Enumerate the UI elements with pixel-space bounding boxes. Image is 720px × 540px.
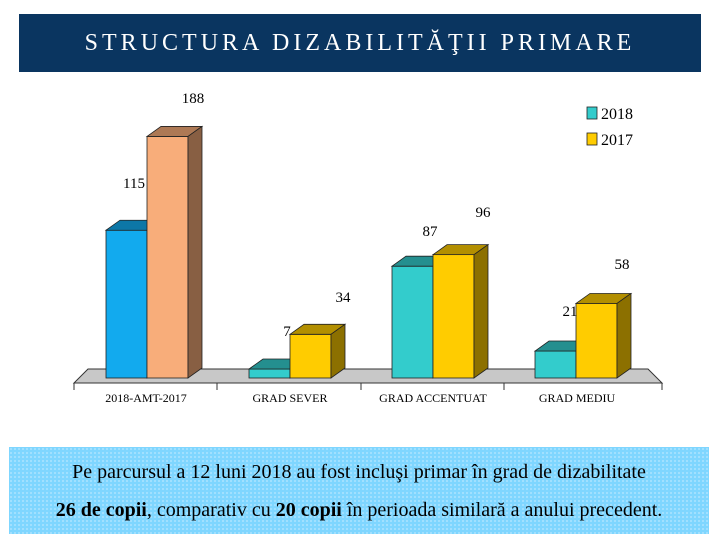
legend-label: 2018 — [601, 106, 633, 123]
legend-swatch-2017 — [586, 132, 598, 146]
summary-box: Pe parcursul a 12 luni 2018 au fost incl… — [9, 447, 709, 534]
value-label-2017: 96 — [476, 205, 492, 221]
bar-2017-0-front — [146, 136, 189, 379]
bar-2017-3-front — [575, 303, 618, 379]
bar-2018-3-front — [534, 350, 577, 379]
bar-2018-2-front — [391, 265, 434, 379]
summary-end: în perioada similară a anului precedent. — [341, 499, 663, 521]
value-label-2017: 34 — [336, 290, 352, 306]
page-title: STRUCTURA DIZABILITĂŢII PRIMARE — [84, 29, 636, 56]
summary-connector: , comparativ cu — [146, 499, 276, 521]
category-label: GRAD MEDIU — [539, 391, 616, 405]
title-banner: STRUCTURA DIZABILITĂŢII PRIMARE — [19, 14, 701, 72]
value-label-2018: 21 — [563, 304, 578, 320]
category-label: GRAD SEVER — [252, 391, 327, 405]
bar-2018-1-front — [248, 368, 291, 379]
bar-2017-1-front — [289, 333, 332, 379]
value-label-2017: 58 — [615, 257, 630, 273]
summary-line-2: 26 de copii, comparativ cu 20 copii în p… — [9, 499, 709, 522]
bar-2017-3-side — [616, 292, 632, 379]
category-label: 2018-AMT-2017 — [105, 391, 187, 405]
bar-chart: 115 188 2018-AMT-2017 7 34 GRAD SEVER 87 96 GRAD… — [72, 91, 664, 405]
category-label: GRAD ACCENTUAT — [379, 391, 487, 405]
legend-label: 2017 — [601, 132, 633, 149]
summary-line-1: Pe parcursul a 12 luni 2018 au fost incl… — [72, 461, 646, 483]
bar-2017-0-side — [187, 125, 203, 379]
value-label-2017: 188 — [182, 91, 205, 107]
bar-2017-2-front — [432, 254, 475, 379]
legend-swatch-2018 — [586, 106, 598, 120]
value-label-2018: 87 — [423, 224, 439, 240]
summary-previous-count: 20 copii — [275, 499, 342, 521]
value-label-2018: 7 — [283, 324, 291, 340]
value-label-2018: 115 — [123, 176, 145, 192]
bar-2017-2-side — [473, 243, 489, 379]
summary-current-count: 26 de copii — [55, 499, 147, 521]
bar-2018-0-front — [105, 229, 148, 379]
bar-2017-1-side — [330, 323, 346, 379]
